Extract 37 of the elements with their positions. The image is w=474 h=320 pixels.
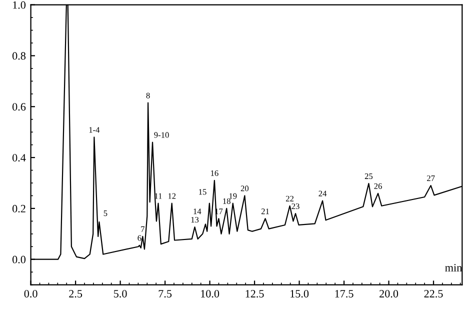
annotation: 13 xyxy=(191,216,199,223)
y-tick-label: 0.8 xyxy=(12,52,26,60)
annotation: 23 xyxy=(292,203,300,210)
annotation: 18 xyxy=(223,198,230,204)
annotation: 19 xyxy=(229,193,237,199)
y-tick-label: 1.0 xyxy=(13,1,26,9)
x-tick-label: 12.5 xyxy=(246,290,264,298)
annotation: 21 xyxy=(261,208,269,214)
annotation: 9-10 xyxy=(154,132,169,138)
annotation: 1-4 xyxy=(89,127,100,133)
annotation: 5 xyxy=(104,210,108,216)
y-tick-label: 0.2 xyxy=(12,204,26,212)
annotation: 14 xyxy=(194,208,202,214)
y-tick-label: 0.4 xyxy=(12,154,26,162)
x-tick-label: 7.5 xyxy=(158,290,172,298)
annotation: 24 xyxy=(318,190,327,196)
x-tick-label: 2.5 xyxy=(69,290,82,298)
annotation: 7 xyxy=(141,226,145,232)
x-tick-label: 10.0 xyxy=(201,290,220,298)
annotation: 20 xyxy=(240,186,249,192)
annotation: 15 xyxy=(199,189,206,195)
x-tick-label: 20.0 xyxy=(380,290,398,298)
annotation: 16 xyxy=(211,170,218,176)
annotation: 6 xyxy=(138,235,142,241)
x-tick-label: 17.5 xyxy=(335,290,354,298)
annotation: 8 xyxy=(146,92,150,98)
y-tick-label: 0.0 xyxy=(12,256,26,264)
x-tick-label: 0.0 xyxy=(24,290,38,298)
x-tick-label: 15.0 xyxy=(290,290,309,298)
annotation: 12 xyxy=(168,193,176,199)
annotation: 26 xyxy=(374,183,382,189)
x-tick-label: 5.0 xyxy=(114,290,127,298)
annotation: 27 xyxy=(427,175,435,181)
x-tick-label: 22.5 xyxy=(424,290,443,298)
y-tick-label: 0.6 xyxy=(12,103,26,111)
annotation: 22 xyxy=(286,196,294,202)
annotation: 25 xyxy=(364,173,373,180)
